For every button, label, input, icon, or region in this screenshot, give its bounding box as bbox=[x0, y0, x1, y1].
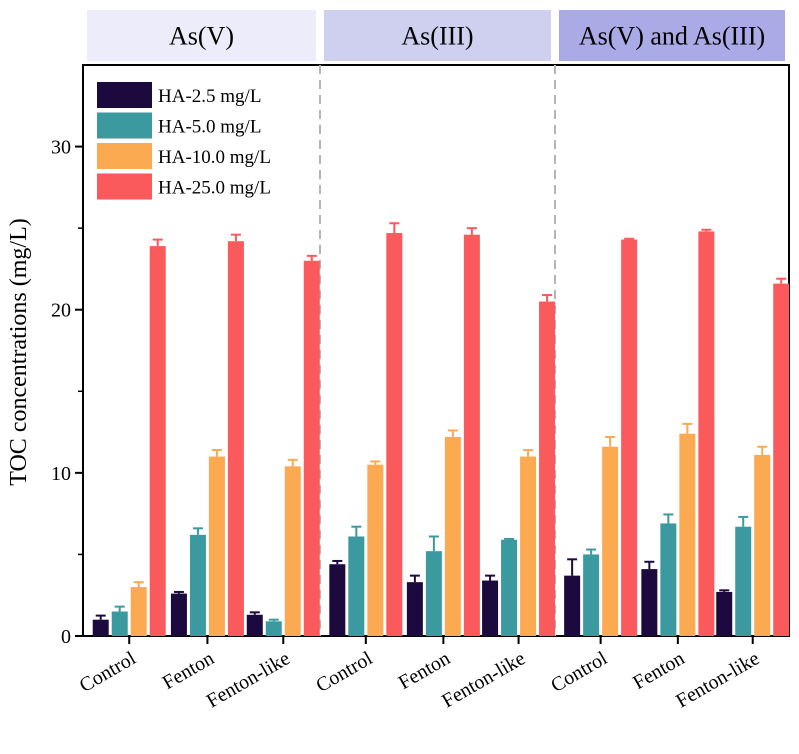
legend-label: HA-25.0 mg/L bbox=[158, 178, 271, 199]
bars bbox=[92, 222, 790, 637]
bar bbox=[170, 593, 187, 636]
bar bbox=[425, 551, 442, 636]
panel-header-bg bbox=[559, 10, 785, 61]
y-axis: 0 10 20 30 bbox=[51, 137, 83, 648]
bar bbox=[111, 611, 128, 636]
legend-swatch bbox=[97, 143, 152, 169]
bar bbox=[92, 619, 109, 636]
bar bbox=[149, 246, 166, 637]
panel-headers: As(V) As(III) As(V) and As(III) bbox=[87, 10, 785, 61]
bar bbox=[660, 523, 677, 636]
bar bbox=[583, 554, 600, 636]
bar bbox=[501, 539, 518, 636]
panel-header-bg bbox=[324, 10, 551, 61]
legend-swatch bbox=[97, 112, 152, 139]
legend-swatch bbox=[97, 82, 152, 108]
panel-header-bg bbox=[87, 10, 316, 61]
bar bbox=[641, 569, 658, 636]
bar bbox=[679, 433, 696, 636]
bar bbox=[463, 234, 480, 636]
x-tick-label: Fenton bbox=[395, 647, 454, 694]
bar bbox=[208, 456, 225, 636]
bar bbox=[329, 564, 346, 636]
bar bbox=[367, 464, 384, 636]
bar bbox=[564, 575, 581, 636]
y-axis-title: TOC concentrations (mg/L) bbox=[6, 218, 32, 486]
panel-header-label: As(III) bbox=[401, 22, 473, 51]
y-tick-label: 30 bbox=[51, 137, 71, 159]
bar bbox=[265, 621, 282, 636]
x-tick-label: Fenton bbox=[629, 647, 688, 694]
x-tick-label: Fenton-like bbox=[203, 647, 294, 712]
x-tick-label: Fenton-like bbox=[438, 647, 529, 712]
bar bbox=[773, 283, 790, 636]
bar bbox=[348, 536, 365, 636]
y-tick-label: 0 bbox=[61, 626, 71, 648]
bar bbox=[520, 456, 537, 636]
bar bbox=[735, 526, 752, 636]
legend: HA-2.5 mg/L HA-5.0 mg/L HA-10.0 mg/L HA-25.… bbox=[97, 82, 271, 200]
bar bbox=[602, 446, 619, 636]
y-tick-label: 10 bbox=[51, 463, 71, 485]
x-tick-label: Fenton-like bbox=[672, 647, 763, 712]
bar bbox=[386, 233, 403, 636]
legend-swatch bbox=[97, 173, 152, 200]
bar bbox=[284, 466, 301, 636]
bar bbox=[754, 454, 771, 636]
y-tick-label: 20 bbox=[51, 300, 71, 322]
bar bbox=[227, 241, 244, 637]
panel-header-label: As(V) and As(III) bbox=[579, 22, 765, 51]
x-tick-label: Fenton bbox=[159, 647, 218, 694]
legend-label: HA-10.0 mg/L bbox=[158, 147, 271, 168]
bar bbox=[698, 231, 715, 637]
bar bbox=[539, 301, 556, 636]
bar bbox=[189, 534, 206, 636]
bar bbox=[130, 587, 147, 636]
panel-header-label: As(V) bbox=[169, 22, 234, 51]
bar bbox=[482, 580, 499, 636]
x-tick-label: Control bbox=[312, 647, 376, 697]
legend-label: HA-5.0 mg/L bbox=[158, 117, 261, 138]
legend-label: HA-2.5 mg/L bbox=[158, 86, 261, 107]
x-tick-label: Control bbox=[76, 647, 140, 697]
bar bbox=[444, 436, 461, 636]
x-tick-label: Control bbox=[547, 647, 611, 697]
bar bbox=[621, 239, 638, 636]
bar bbox=[246, 614, 263, 636]
bar bbox=[303, 260, 320, 636]
bar bbox=[716, 591, 733, 636]
bar bbox=[406, 582, 423, 636]
